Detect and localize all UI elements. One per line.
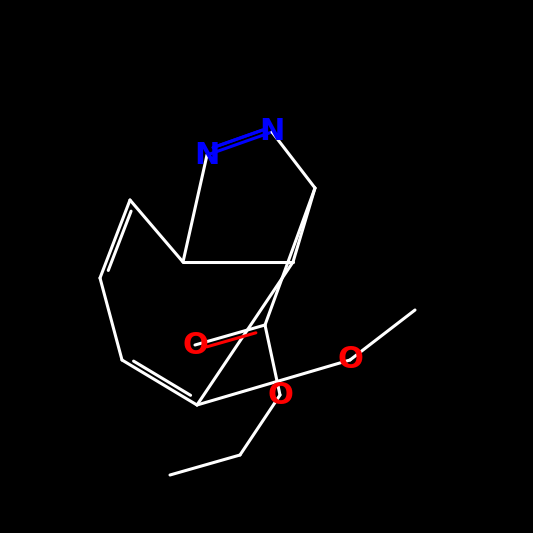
Text: N: N — [260, 117, 285, 147]
Text: O: O — [182, 330, 208, 359]
Text: N: N — [195, 141, 220, 169]
Text: O: O — [267, 381, 293, 409]
Text: O: O — [337, 345, 363, 375]
